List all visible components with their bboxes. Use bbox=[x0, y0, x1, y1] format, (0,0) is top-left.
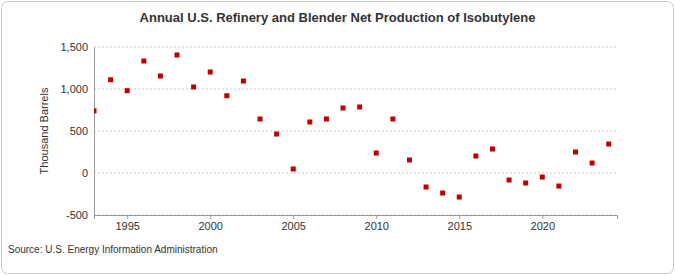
point bbox=[141, 59, 146, 64]
y-axis: -500 0 500 1,000 1,500 bbox=[60, 41, 94, 221]
point bbox=[307, 120, 312, 125]
y-axis-line bbox=[94, 48, 95, 216]
grid-line bbox=[94, 131, 617, 132]
y-tick-label: 500 bbox=[70, 125, 88, 137]
x-tick-label: 2000 bbox=[198, 220, 222, 232]
point bbox=[407, 157, 412, 162]
source: Source: U.S. Energy Information Administ… bbox=[8, 244, 218, 255]
point bbox=[191, 84, 196, 89]
x-tick-label: 2015 bbox=[448, 220, 472, 232]
grid bbox=[94, 47, 617, 215]
y-tick: 1,000 bbox=[60, 83, 94, 95]
x-tick: 1995 bbox=[115, 215, 139, 232]
point bbox=[523, 180, 528, 185]
x-tick-label: 1995 bbox=[115, 220, 139, 232]
point bbox=[258, 116, 263, 121]
point bbox=[507, 177, 512, 182]
point bbox=[573, 150, 578, 155]
grid-line bbox=[94, 89, 617, 90]
point bbox=[374, 151, 379, 156]
y-tick-label: -500 bbox=[66, 209, 88, 221]
y-tick-label: 1,500 bbox=[60, 41, 88, 53]
point bbox=[556, 184, 561, 189]
chart-border bbox=[2, 2, 674, 274]
x-tick: 2005 bbox=[281, 215, 305, 232]
y-tick: -500 bbox=[66, 209, 94, 221]
y-tick: 500 bbox=[70, 125, 94, 137]
grid-line bbox=[94, 173, 617, 174]
x-tick-label: 2005 bbox=[281, 220, 305, 232]
point bbox=[175, 52, 180, 57]
point bbox=[424, 185, 429, 190]
point bbox=[241, 79, 246, 84]
point bbox=[158, 73, 163, 78]
point bbox=[606, 142, 611, 147]
point bbox=[440, 190, 445, 195]
x-tick: 2000 bbox=[198, 215, 222, 232]
x-tick-mark bbox=[542, 215, 543, 219]
title: Annual U.S. Refinery and Blender Net Pro… bbox=[140, 10, 536, 25]
point bbox=[324, 116, 329, 121]
x-tick-mark bbox=[127, 215, 128, 219]
point bbox=[390, 116, 395, 121]
point bbox=[341, 105, 346, 110]
point bbox=[473, 154, 478, 159]
y-tick: 0 bbox=[82, 167, 94, 179]
y-tick-label: 0 bbox=[82, 167, 88, 179]
point bbox=[125, 88, 130, 93]
point bbox=[94, 108, 97, 113]
point bbox=[357, 104, 362, 109]
y-axis-title: Thousand Barrels bbox=[38, 87, 50, 174]
x-axis: 1995 2000 2005 2010 2015 2020 bbox=[95, 215, 618, 232]
point bbox=[274, 132, 279, 137]
x-tick: 2010 bbox=[365, 215, 389, 232]
point bbox=[490, 146, 495, 151]
y-tick: 1,500 bbox=[60, 41, 94, 53]
x-tick-mark bbox=[210, 215, 211, 219]
point bbox=[108, 77, 113, 82]
chart: Annual U.S. Refinery and Blender Net Pro… bbox=[0, 0, 675, 275]
point bbox=[224, 93, 229, 98]
x-tick-label: 2020 bbox=[531, 220, 555, 232]
grid-line bbox=[94, 47, 617, 48]
point bbox=[590, 161, 595, 166]
x-axis-line bbox=[95, 216, 618, 220]
x-tick: 2015 bbox=[448, 215, 472, 232]
x-tick-mark bbox=[293, 215, 294, 219]
x-tick-mark bbox=[376, 215, 377, 219]
x-tick: 2020 bbox=[531, 215, 555, 232]
points bbox=[94, 52, 611, 199]
y-tick-label: 1,000 bbox=[60, 83, 88, 95]
point bbox=[291, 166, 296, 171]
point bbox=[457, 195, 462, 200]
point bbox=[540, 175, 545, 180]
point bbox=[208, 70, 213, 75]
x-tick-label: 2010 bbox=[365, 220, 389, 232]
x-tick-mark bbox=[459, 215, 460, 219]
